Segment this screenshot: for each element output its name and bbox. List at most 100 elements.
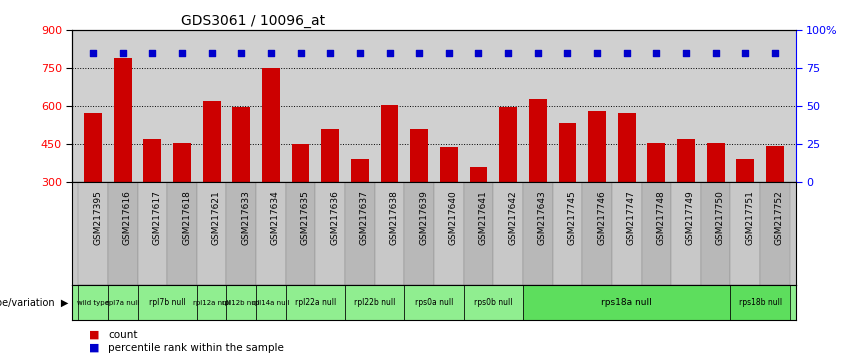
Bar bbox=[374, 182, 404, 285]
Text: rpl7a null: rpl7a null bbox=[106, 300, 140, 306]
Bar bbox=[173, 143, 191, 182]
Point bbox=[768, 50, 782, 56]
Text: rpl12b null: rpl12b null bbox=[222, 300, 260, 306]
Text: ■: ■ bbox=[89, 343, 100, 353]
Bar bbox=[677, 139, 695, 182]
Point bbox=[205, 50, 219, 56]
Point bbox=[471, 50, 485, 56]
Bar bbox=[494, 182, 523, 285]
Text: GSM217621: GSM217621 bbox=[212, 190, 220, 245]
Text: GSM217642: GSM217642 bbox=[508, 190, 517, 245]
Point bbox=[383, 50, 397, 56]
Bar bbox=[203, 101, 220, 182]
Bar bbox=[701, 182, 730, 285]
Bar bbox=[404, 182, 434, 285]
Bar bbox=[345, 285, 404, 320]
Point bbox=[561, 50, 574, 56]
Point bbox=[146, 50, 159, 56]
Point bbox=[709, 50, 722, 56]
Text: rps0a null: rps0a null bbox=[414, 298, 454, 307]
Bar bbox=[464, 182, 494, 285]
Point bbox=[235, 50, 248, 56]
Bar bbox=[78, 285, 108, 320]
Text: rpl22b null: rpl22b null bbox=[354, 298, 396, 307]
Bar bbox=[286, 285, 345, 320]
Text: genotype/variation  ▶: genotype/variation ▶ bbox=[0, 298, 68, 308]
Text: rps0b null: rps0b null bbox=[474, 298, 512, 307]
Bar bbox=[528, 98, 546, 182]
Text: percentile rank within the sample: percentile rank within the sample bbox=[108, 343, 284, 353]
Text: rpl22a null: rpl22a null bbox=[294, 298, 336, 307]
Bar bbox=[552, 182, 582, 285]
Text: GSM217746: GSM217746 bbox=[597, 190, 606, 245]
Bar bbox=[766, 145, 784, 182]
Bar bbox=[108, 182, 138, 285]
Bar bbox=[144, 139, 162, 182]
Bar bbox=[440, 147, 458, 182]
Bar bbox=[588, 111, 606, 182]
Bar bbox=[138, 285, 197, 320]
Bar bbox=[618, 113, 636, 182]
Text: GSM217635: GSM217635 bbox=[300, 190, 310, 245]
Point bbox=[739, 50, 752, 56]
Text: GSM217637: GSM217637 bbox=[360, 190, 368, 245]
Bar bbox=[558, 123, 576, 182]
Point bbox=[591, 50, 604, 56]
Point bbox=[294, 50, 307, 56]
Bar bbox=[197, 182, 226, 285]
Text: count: count bbox=[108, 330, 138, 339]
Bar bbox=[292, 144, 310, 182]
Text: GSM217751: GSM217751 bbox=[745, 190, 754, 245]
Bar bbox=[523, 285, 730, 320]
Text: GDS3061 / 10096_at: GDS3061 / 10096_at bbox=[180, 14, 325, 28]
Bar bbox=[351, 159, 368, 182]
Bar bbox=[262, 68, 280, 182]
Bar bbox=[256, 285, 286, 320]
Text: GSM217640: GSM217640 bbox=[448, 190, 458, 245]
Point bbox=[649, 50, 663, 56]
Bar bbox=[434, 182, 464, 285]
Text: GSM217395: GSM217395 bbox=[93, 190, 102, 245]
Point bbox=[501, 50, 515, 56]
Point bbox=[442, 50, 455, 56]
Bar bbox=[470, 167, 488, 182]
Point bbox=[323, 50, 337, 56]
Text: GSM217748: GSM217748 bbox=[656, 190, 665, 245]
Text: rpl12a null: rpl12a null bbox=[193, 300, 231, 306]
Bar bbox=[322, 129, 340, 182]
Point bbox=[679, 50, 693, 56]
Text: GSM217745: GSM217745 bbox=[568, 190, 576, 245]
Bar bbox=[108, 285, 138, 320]
Text: GSM217633: GSM217633 bbox=[242, 190, 250, 245]
Text: rpl14a null: rpl14a null bbox=[252, 300, 290, 306]
Text: GSM217643: GSM217643 bbox=[538, 190, 547, 245]
Bar bbox=[671, 182, 701, 285]
Bar bbox=[523, 182, 552, 285]
Bar bbox=[78, 182, 108, 285]
Bar bbox=[232, 108, 250, 182]
Text: ■: ■ bbox=[89, 330, 100, 339]
Point bbox=[531, 50, 545, 56]
Bar bbox=[760, 182, 790, 285]
Bar bbox=[138, 182, 167, 285]
Bar bbox=[380, 105, 398, 182]
Bar bbox=[730, 285, 790, 320]
Text: GSM217618: GSM217618 bbox=[182, 190, 191, 245]
Bar bbox=[84, 113, 102, 182]
Text: GSM217749: GSM217749 bbox=[686, 190, 695, 245]
Text: GSM217616: GSM217616 bbox=[123, 190, 132, 245]
Text: GSM217636: GSM217636 bbox=[330, 190, 340, 245]
Point bbox=[86, 50, 100, 56]
Bar bbox=[410, 129, 428, 182]
Bar bbox=[167, 182, 197, 285]
Bar bbox=[345, 182, 374, 285]
Text: GSM217638: GSM217638 bbox=[390, 190, 398, 245]
Point bbox=[116, 50, 129, 56]
Text: GSM217641: GSM217641 bbox=[478, 190, 488, 245]
Text: rps18a null: rps18a null bbox=[602, 298, 652, 307]
Bar bbox=[286, 182, 316, 285]
Bar bbox=[464, 285, 523, 320]
Text: GSM217634: GSM217634 bbox=[271, 190, 280, 245]
Bar bbox=[648, 143, 665, 182]
Bar bbox=[226, 285, 256, 320]
